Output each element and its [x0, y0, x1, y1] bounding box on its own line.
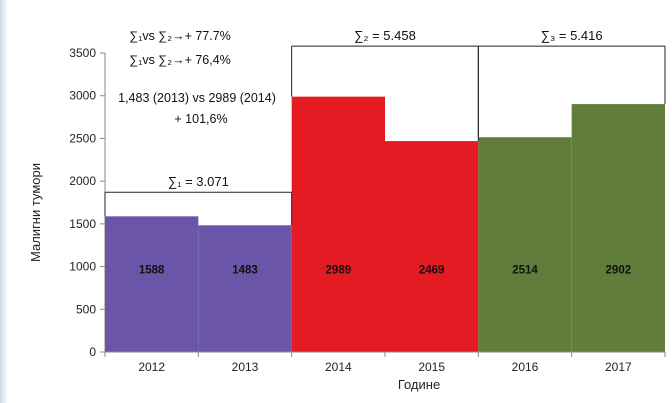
bar-2015	[385, 141, 479, 352]
y-tick-label: 3000	[69, 89, 96, 103]
y-tick-label: 2000	[69, 174, 96, 188]
annotation-text: ∑₁vs ∑₂→+ 77.7%	[129, 29, 231, 43]
annotation-text: + 101,6%	[174, 112, 227, 126]
y-tick-label: 500	[76, 302, 96, 316]
bar-value-label: 2469	[419, 265, 445, 277]
bar-2016	[478, 137, 572, 352]
x-tick-label: 2012	[138, 360, 165, 374]
x-tick-label: 2016	[512, 360, 539, 374]
bar-2013	[198, 225, 292, 352]
x-tick-label: 2014	[325, 360, 352, 374]
bar-value-label: 1483	[232, 265, 258, 277]
x-tick-label: 2017	[605, 360, 632, 374]
group-sum-label: ∑₃ = 5.416	[541, 28, 603, 43]
annotation-text: ∑₁vs ∑₂→+ 76,4%	[129, 53, 231, 67]
bar-value-label: 2989	[326, 265, 352, 277]
annotation-text: 1,483 (2013) vs 2989 (2014)	[118, 91, 276, 105]
bar-2017	[571, 104, 665, 352]
y-tick-label: 3500	[69, 46, 96, 60]
y-tick-label: 2500	[69, 131, 96, 145]
x-axis-title: Године	[398, 377, 440, 392]
bar-value-label: 2514	[512, 265, 538, 277]
x-tick-label: 2015	[418, 360, 445, 374]
left-edge-shade	[0, 0, 8, 403]
group-sum-label: ∑₂ = 5.458	[354, 28, 416, 43]
group-sum-label: ∑₁ = 3.071	[168, 174, 229, 189]
bar-2012	[105, 216, 199, 352]
bar-value-label: 2902	[606, 265, 632, 277]
x-tick-label: 2013	[232, 360, 259, 374]
bar-2014	[291, 96, 385, 353]
y-tick-label: 1000	[69, 260, 96, 274]
y-tick-label: 0	[89, 345, 96, 359]
y-tick-label: 1500	[69, 217, 96, 231]
y-axis-title: Малигни тумори	[28, 163, 43, 262]
bar-value-label: 1588	[139, 265, 165, 277]
